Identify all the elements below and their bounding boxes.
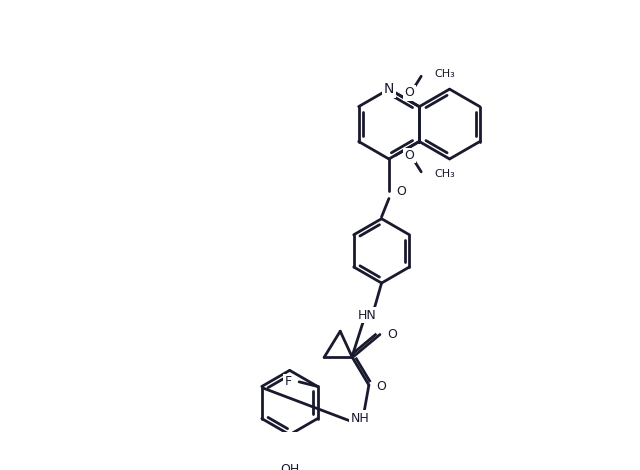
Text: CH₃: CH₃ <box>434 70 455 79</box>
Text: NH: NH <box>350 412 369 425</box>
Text: O: O <box>376 380 386 393</box>
Text: O: O <box>396 185 406 198</box>
Text: O: O <box>404 86 415 99</box>
Text: O: O <box>404 149 415 162</box>
Text: F: F <box>285 376 292 388</box>
Text: N: N <box>384 82 394 96</box>
Text: HN: HN <box>358 309 376 322</box>
Text: CH₃: CH₃ <box>434 169 455 179</box>
Text: O: O <box>387 328 397 341</box>
Text: OH: OH <box>280 463 300 470</box>
